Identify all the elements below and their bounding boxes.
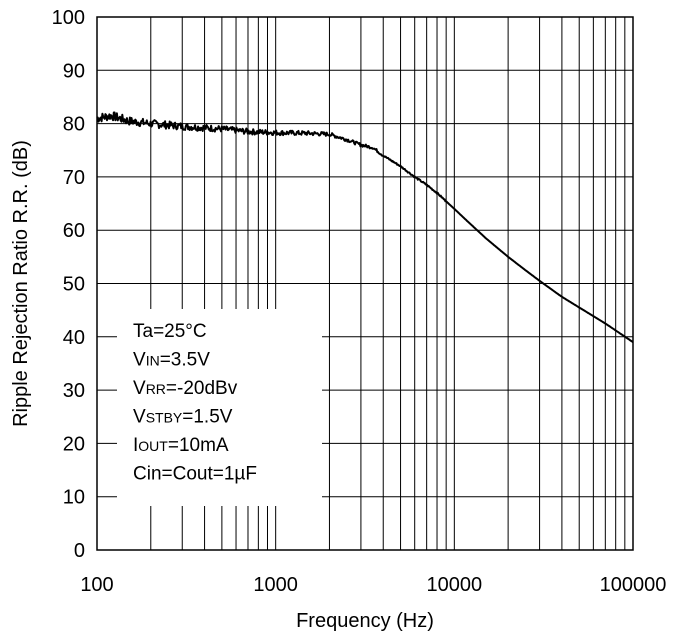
y-tick-labels: 0 10 20 30 40 50 60 70 80 90 100 bbox=[52, 7, 85, 562]
annotation-line: VIN=3.5V bbox=[133, 350, 210, 371]
y-tick-label: 80 bbox=[63, 114, 85, 136]
y-tick-label: 60 bbox=[63, 220, 85, 242]
y-axis-label: Ripple Rejection Ratio R.R. (dB) bbox=[10, 140, 32, 427]
annotation-main: V bbox=[133, 378, 146, 399]
annotation-box bbox=[117, 309, 322, 506]
x-tick-labels: 100 1000 10000 100000 bbox=[80, 574, 666, 596]
y-tick-label: 20 bbox=[63, 433, 85, 455]
x-tick-label: 100000 bbox=[600, 574, 667, 596]
annotation-main: V bbox=[133, 350, 146, 371]
annotation-subscript: OUT bbox=[138, 438, 168, 454]
y-tick-label: 40 bbox=[63, 327, 85, 349]
y-tick-label: 50 bbox=[63, 274, 85, 296]
annotation-value: =-20dBv bbox=[166, 378, 238, 399]
series-layer bbox=[96, 111, 634, 343]
annotation-main: V bbox=[133, 407, 146, 428]
annotation-main: Ta=25°C bbox=[133, 321, 207, 342]
y-tick-label: 70 bbox=[63, 167, 85, 189]
annotation-main: I bbox=[133, 435, 138, 456]
annotation-line: Ta=25°C bbox=[133, 321, 207, 342]
annotation-line: VRR=-20dBv bbox=[133, 378, 238, 399]
x-tick-label: 100 bbox=[80, 574, 113, 596]
grid-lines bbox=[97, 17, 633, 550]
annotation-subscript: RR bbox=[146, 381, 166, 397]
annotation-line: IOUT=10mA bbox=[133, 435, 229, 456]
x-tick-label: 10000 bbox=[427, 574, 483, 596]
y-tick-label: 100 bbox=[52, 7, 85, 29]
y-tick-label: 30 bbox=[63, 380, 85, 402]
y-tick-label: 10 bbox=[63, 487, 85, 509]
annotation-subscript: STBY bbox=[146, 410, 183, 426]
x-tick-label: 1000 bbox=[253, 574, 298, 596]
series-line bbox=[96, 111, 634, 343]
plot-frame bbox=[96, 16, 634, 551]
annotation-value: =1.5V bbox=[182, 407, 233, 428]
x-axis-label: Frequency (Hz) bbox=[296, 610, 434, 632]
annotation-value: =3.5V bbox=[160, 350, 211, 371]
y-tick-label: 90 bbox=[63, 60, 85, 82]
y-tick-label: 0 bbox=[74, 540, 85, 562]
annotation-subscript: IN bbox=[146, 353, 160, 369]
annotation-line: Cin=Cout=1µF bbox=[133, 464, 257, 485]
annotation-line: VSTBY=1.5V bbox=[133, 407, 233, 428]
annotation-value: =10mA bbox=[168, 435, 229, 456]
annotation-block: Ta=25°CVIN=3.5VVRR=-20dBvVSTBY=1.5VIOUT=… bbox=[133, 321, 257, 485]
annotation-main: Cin=Cout=1µF bbox=[133, 464, 257, 485]
